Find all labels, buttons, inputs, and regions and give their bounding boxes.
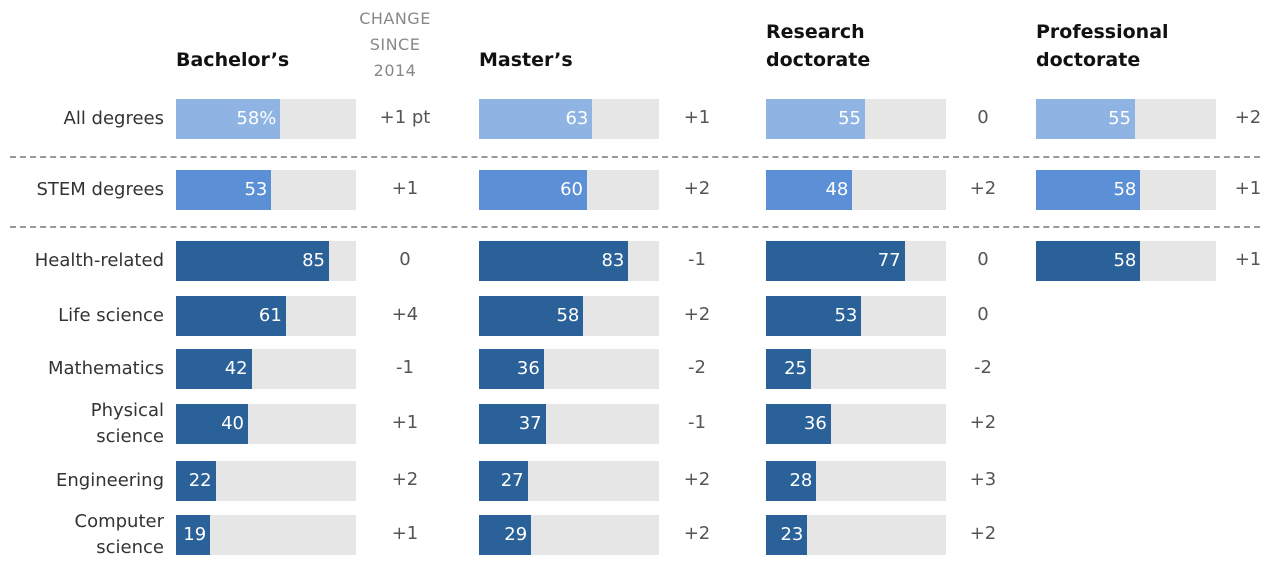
bar [766,170,853,210]
change-label: -1 [688,248,706,270]
bar [766,461,817,501]
bar-label: 28 [789,470,813,491]
change-label: +2 [683,177,711,199]
bar [766,241,905,281]
bar [176,404,248,444]
bar [176,99,281,139]
change-label: 0 [977,248,989,270]
bar [176,461,216,501]
change-label: 0 [977,106,989,128]
bar [766,515,808,555]
bar [479,349,544,389]
bar-label: 29 [504,524,528,545]
bar-label: 58 [556,305,580,326]
bar-label: 42 [224,358,248,379]
change-label: +2 [683,522,711,544]
divider [10,156,1260,158]
row-label: Health-related [34,250,164,271]
bar-label: 58 [1113,179,1137,200]
change-header: CHANGE SINCE 2014 [359,9,431,80]
bar [479,99,593,139]
row-label: Engineering [56,470,164,491]
bar-label: 55 [1108,108,1131,129]
change-label: +1 [1234,177,1262,199]
bar-label: 58% [236,108,277,129]
bar-label: 53 [834,305,858,326]
change-label: +1 [1234,248,1262,270]
bar [176,349,252,389]
change-label: +1 [391,177,419,199]
change-label: +2 [683,468,711,490]
bar-label: 27 [500,470,524,491]
change-label: -2 [974,356,992,378]
bar-label: 36 [516,358,540,379]
bar-label: 36 [803,413,827,434]
bar [479,241,629,281]
bar [479,404,546,444]
change-label: +1 [391,411,419,433]
change-label: -1 [396,356,414,378]
row-label: Mathematics [48,358,164,379]
row-label: Computer science [74,511,164,558]
change-label: +2 [1234,106,1262,128]
bar [766,349,811,389]
change-label: +1 [683,106,711,128]
change-label: -1 [688,411,706,433]
bar [479,170,587,210]
bar [766,99,865,139]
bar-label: 60 [560,179,583,200]
change-label: +1 [391,522,419,544]
change-label: +4 [391,303,419,325]
change-label: +2 [391,468,419,490]
divider [10,226,1260,228]
bar-label: 53 [244,179,268,200]
bar [1036,241,1141,281]
change-label: +2 [969,177,997,199]
bar-label: 48 [825,179,849,200]
change-label: +1 pt [379,106,431,128]
bar-label: 58 [1113,250,1137,271]
column-header: Professional doctorate [1036,21,1169,71]
bar-label: 22 [188,470,212,491]
column-header: Research doctorate [766,21,871,71]
bar [479,296,584,336]
row-label: STEM degrees [36,179,164,200]
bar [479,515,532,555]
bar-label: 85 [302,250,325,271]
column-header: Bachelor’s [176,49,290,71]
bar [1036,99,1135,139]
row-label: Life science [58,305,164,326]
change-label: -2 [688,356,706,378]
bar-label: 37 [518,413,542,434]
bar-label: 63 [565,108,589,129]
change-label: +3 [969,468,997,490]
bar-label: 19 [183,524,207,545]
bar-label: 25 [784,358,807,379]
bar-label: 83 [601,250,625,271]
bar [176,515,211,555]
change-label: 0 [977,303,989,325]
bar [176,296,286,336]
change-label: 0 [399,248,411,270]
row-label: All degrees [63,108,165,129]
bar-label: 55 [838,108,861,129]
bar-label: 23 [780,524,804,545]
row-label: Physical science [90,400,164,447]
bar [176,241,329,281]
bar [176,170,272,210]
column-header: Master’s [479,49,573,71]
bar-label: 40 [221,413,244,434]
bar [1036,170,1141,210]
change-label: +2 [683,303,711,325]
bar [766,296,862,336]
bar [766,404,831,444]
bar-label: 77 [877,250,901,271]
bar-label: 61 [258,305,282,326]
bar [479,461,528,501]
change-label: +2 [969,522,997,544]
change-label: +2 [969,411,997,433]
